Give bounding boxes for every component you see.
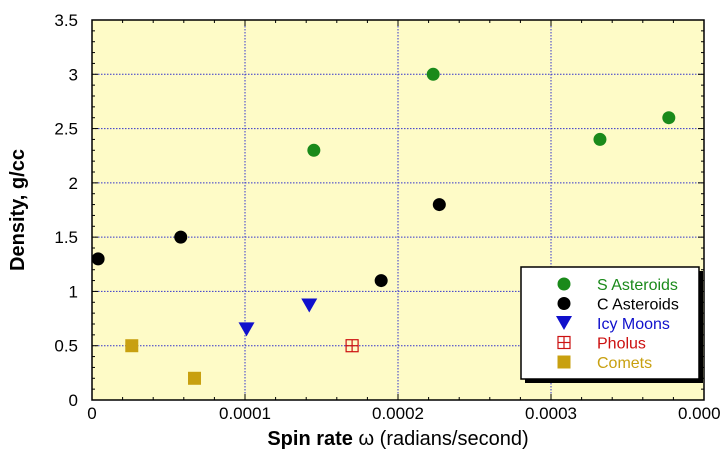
legend-label-comets: Comets — [597, 355, 652, 372]
x-tick-label: 0.0002 — [372, 404, 424, 423]
legend-marker-pholus — [557, 335, 571, 350]
grid-lines — [92, 20, 704, 400]
point-s-asteroids — [426, 67, 440, 81]
x-axis-label-symbol: ω — [358, 428, 374, 450]
legend-label-s-asteroids: S Asteroids — [597, 277, 678, 294]
y-tick-label: 1.5 — [54, 228, 78, 247]
legend-label-c-asteroids: C Asteroids — [597, 297, 679, 314]
point-s-asteroids — [593, 132, 607, 146]
y-tick-label: 3 — [69, 65, 78, 84]
point-comets — [188, 371, 202, 385]
legend-marker-comets — [557, 355, 571, 369]
x-tick-label: 0.0001 — [219, 404, 271, 423]
legend-label-pholus: Pholus — [597, 336, 646, 353]
legend-marker-s-asteroids — [557, 277, 571, 291]
point-icy-moons — [301, 298, 318, 313]
y-axis-label: Density, g/cc — [7, 149, 29, 271]
point-c-asteroids — [432, 198, 446, 212]
point-c-asteroids — [174, 230, 188, 244]
x-tick-label: 0 — [87, 404, 96, 423]
point-s-asteroids — [662, 111, 676, 125]
y-tick-label: 1 — [69, 282, 78, 301]
legend: S Asteroids C Asteroids Icy Moons Pholus Com… — [520, 266, 703, 383]
y-tick-label: 2 — [69, 174, 78, 193]
y-tick-label: 2.5 — [54, 120, 78, 139]
point-c-asteroids — [91, 252, 105, 266]
point-pholus — [345, 339, 359, 353]
legend-box — [520, 266, 700, 380]
data-points — [91, 67, 676, 385]
legend-marker-icy-moons — [556, 316, 572, 330]
point-c-asteroids — [374, 274, 388, 288]
x-tick-label: 0.0004 — [678, 404, 720, 423]
point-icy-moons — [238, 322, 255, 337]
y-tick-label: 0 — [69, 391, 78, 410]
y-tick-label: 3.5 — [54, 11, 78, 30]
point-comets — [125, 339, 139, 353]
axis-ticks: 0 0.0001 0.0002 0.0003 0.0004 0 0.5 1 1.5 2 2.5 3 3.… — [54, 11, 720, 423]
point-s-asteroids — [307, 143, 321, 157]
y-tick-label: 0.5 — [54, 337, 78, 356]
x-axis-label: Spin rate ω (radians/second) — [267, 428, 528, 450]
legend-marker-c-asteroids — [557, 297, 571, 310]
x-axis-label-bold: Spin rate — [267, 428, 358, 450]
x-axis-label-units: (radians/second) — [374, 428, 529, 450]
x-tick-label: 0.0003 — [525, 404, 577, 423]
legend-label-icy-moons: Icy Moons — [597, 316, 670, 333]
